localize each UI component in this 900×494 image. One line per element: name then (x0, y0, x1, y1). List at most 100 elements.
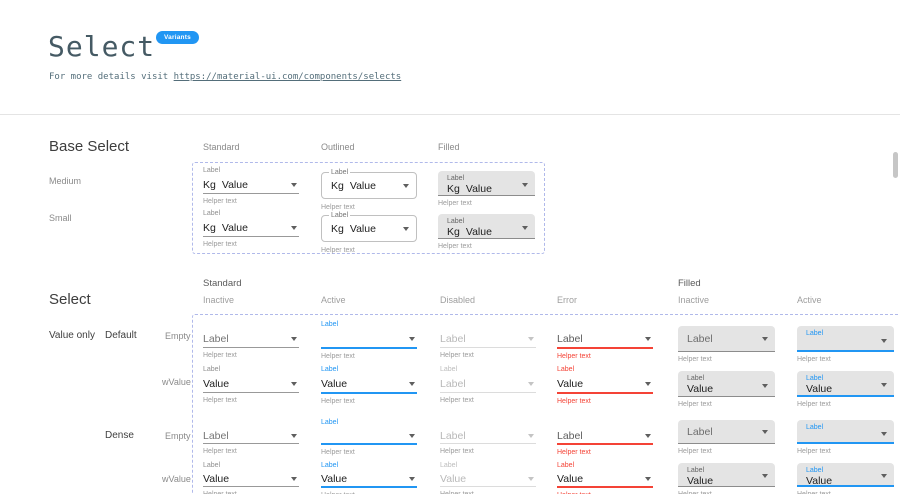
base-outlined-medium-select[interactable]: Label Kg Value Helper text (321, 169, 417, 211)
helper-text: Helper text (203, 491, 299, 494)
details-link[interactable]: https://material-ui.com/components/selec… (173, 72, 402, 82)
helper-text: Helper text (797, 448, 831, 455)
field-label: Label (447, 218, 465, 225)
select-standard-active-wvalue[interactable]: Label Value Helper text (321, 365, 417, 405)
field-value: Value (349, 179, 376, 192)
row-header-medium: Medium (49, 176, 82, 186)
select-standard-disabled-empty: Label Helper text (440, 320, 536, 359)
helper-text: Helper text (203, 397, 237, 404)
helper-text: Helper text (321, 204, 355, 211)
helper-text: Helper text (438, 243, 472, 250)
field-value: Value (440, 472, 467, 485)
field-value: Label (440, 332, 466, 345)
field-value: Value (349, 222, 376, 235)
select-filled-inactive-wvalue[interactable]: Label Value Helper text (678, 371, 775, 408)
row-group-value-only: Value only (49, 330, 95, 341)
row-label-wvalue: wValue (162, 474, 191, 484)
select-standard-active-empty[interactable]: Label Helper text (321, 320, 417, 360)
helper-text: Helper text (203, 241, 237, 248)
field-label: Label (321, 321, 339, 328)
field-label: Label (687, 375, 705, 382)
select-filled-active-empty[interactable]: Label Helper text (797, 326, 894, 363)
base-standard-medium-select[interactable]: Label Kg Value Helper text (203, 166, 299, 205)
dropdown-arrow-icon (528, 336, 534, 341)
field-value: Value (557, 472, 584, 485)
dropdown-arrow-icon (403, 226, 409, 231)
vertical-scrollbar-thumb[interactable] (893, 152, 898, 178)
field-label: Label (203, 167, 221, 174)
field-value: Label (687, 332, 713, 345)
helper-text: Helper text (438, 200, 472, 207)
field-value: Value (557, 377, 584, 390)
select-dense-filled-active-wvalue[interactable]: Label Value Helper text (797, 463, 894, 494)
field-value: Label (440, 429, 466, 442)
select-filled-inactive-empty[interactable]: Label Helper text (678, 326, 775, 363)
field-label: Label (321, 462, 339, 469)
dropdown-arrow-icon (762, 474, 768, 479)
base-filled-small-select[interactable]: Label Kg Value Helper text (438, 214, 535, 250)
select-filled-active-wvalue[interactable]: Label Value Helper text (797, 371, 894, 408)
select-dense-standard-error-empty[interactable]: Label Helper text (557, 418, 653, 456)
field-adornment: Kg (331, 222, 344, 235)
field-value: Value (221, 178, 248, 191)
base-select-section-title: Base Select (49, 138, 130, 155)
dropdown-arrow-icon (645, 381, 651, 386)
dropdown-arrow-icon (881, 431, 887, 436)
helper-text: Helper text (203, 448, 237, 455)
select-dense-filled-inactive-empty[interactable]: Label Helper text (678, 420, 775, 455)
helper-text: Helper text (321, 492, 417, 494)
column-header-outlined: Outlined (321, 142, 355, 152)
dropdown-arrow-icon (291, 225, 297, 230)
select-standard-inactive-wvalue[interactable]: Label Value Helper text (203, 365, 299, 404)
field-value: Value (321, 377, 348, 390)
field-label: Label (321, 419, 339, 426)
dropdown-arrow-icon (291, 476, 297, 481)
dropdown-arrow-icon (645, 476, 651, 481)
helper-text: Helper text (678, 491, 775, 494)
dropdown-arrow-icon (881, 338, 887, 343)
select-standard-inactive-empty[interactable]: Label Helper text (203, 320, 299, 359)
select-dense-standard-active-empty[interactable]: Label Helper text (321, 418, 417, 456)
helper-text: Helper text (557, 449, 591, 456)
field-adornment: Kg (203, 178, 216, 191)
dropdown-arrow-icon (645, 336, 651, 341)
helper-text: Helper text (440, 352, 474, 359)
field-value: Label (440, 377, 466, 390)
field-value: Value (321, 472, 348, 485)
field-label (203, 418, 299, 428)
field-label: Label (557, 462, 575, 469)
field-value: Label (557, 332, 583, 345)
select-dense-standard-inactive-wvalue[interactable]: Label Value Helper text (203, 461, 299, 494)
select-dense-standard-inactive-empty[interactable]: Label Helper text (203, 418, 299, 455)
field-label: Label (329, 169, 351, 177)
base-standard-small-select[interactable]: Label Kg Value Helper text (203, 209, 299, 248)
dropdown-arrow-icon (409, 433, 415, 438)
select-spec-frame (192, 314, 900, 494)
state-header-active: Active (321, 295, 346, 305)
field-value: Value (203, 472, 230, 485)
field-label: Label (557, 366, 575, 373)
select-dense-standard-active-wvalue[interactable]: Label Value Helper text (321, 461, 417, 494)
state-header-error: Error (557, 295, 577, 305)
select-standard-error-wvalue[interactable]: Label Value Helper text (557, 365, 653, 405)
field-label: Label (687, 467, 705, 474)
details-text: For more details visit https://material-… (49, 72, 401, 82)
field-value: Value (687, 383, 714, 395)
field-value: Label (687, 425, 713, 438)
dropdown-arrow-icon (528, 381, 534, 386)
select-standard-error-empty[interactable]: Label Helper text (557, 320, 653, 360)
field-value: Label (557, 429, 583, 442)
helper-text: Helper text (203, 198, 237, 205)
column-header-standard: Standard (203, 142, 240, 152)
base-filled-medium-select[interactable]: Label Kg Value Helper text (438, 171, 535, 207)
row-group-dense: Dense (105, 430, 134, 441)
field-label: Label (806, 330, 824, 337)
helper-text: Helper text (440, 491, 536, 494)
field-label (440, 320, 536, 330)
state-header-disabled: Disabled (440, 295, 476, 305)
select-dense-filled-inactive-wvalue[interactable]: Label Value Helper text (678, 463, 775, 494)
select-dense-standard-error-wvalue[interactable]: Label Value Helper text (557, 461, 653, 494)
dropdown-arrow-icon (409, 336, 415, 341)
select-dense-filled-active-empty[interactable]: Label Helper text (797, 420, 894, 455)
base-outlined-small-select[interactable]: Label Kg Value Helper text (321, 212, 417, 254)
